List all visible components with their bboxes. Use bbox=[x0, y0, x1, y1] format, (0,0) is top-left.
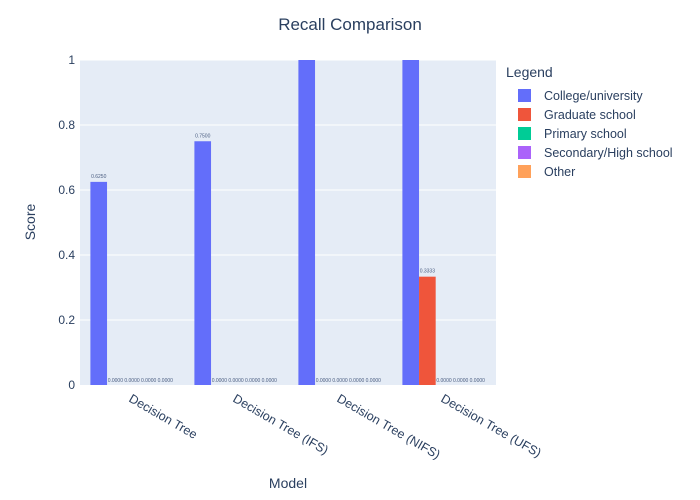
bar-value-label: 0.0000 bbox=[124, 378, 140, 384]
bar-value-label: 0.0000 bbox=[245, 378, 261, 384]
bar-value-label: 0.0000 bbox=[349, 378, 365, 384]
x-tick-label: Decision Tree (NIFS) bbox=[335, 391, 443, 461]
bar-value-label: 0.0000 bbox=[262, 378, 278, 384]
legend-label: Secondary/High school bbox=[544, 145, 673, 160]
legend-title: Legend bbox=[506, 64, 553, 80]
bar-value-label: 0.0000 bbox=[436, 378, 452, 384]
bar[interactable] bbox=[419, 276, 436, 385]
legend: Legend College/university Graduate school… bbox=[506, 64, 673, 181]
legend-item[interactable]: College/university bbox=[506, 86, 673, 105]
y-tick-label: 1 bbox=[68, 53, 75, 67]
bar-value-label: 0.0000 bbox=[228, 378, 244, 384]
y-axis-title: Score bbox=[22, 204, 38, 241]
bar[interactable] bbox=[298, 60, 316, 385]
legend-label: Graduate school bbox=[544, 107, 636, 122]
y-tick-label: 0.8 bbox=[58, 118, 75, 132]
bar-value-label: 0.0000 bbox=[212, 378, 228, 384]
y-tick-label: 0.2 bbox=[58, 313, 75, 327]
bar-value-label: 0.0000 bbox=[158, 378, 174, 384]
bar-value-label: 0.0000 bbox=[332, 378, 348, 384]
bar-value-label: 0.0000 bbox=[453, 378, 469, 384]
bar-value-label: 0.0000 bbox=[366, 378, 382, 384]
legend-swatch bbox=[518, 146, 531, 159]
legend-label: Other bbox=[544, 164, 576, 179]
legend-label: Primary school bbox=[544, 126, 627, 141]
bar-value-label: 0.3333 bbox=[420, 269, 436, 275]
x-tick-label: Decision Tree (UFS) bbox=[439, 391, 544, 460]
y-tick-label: 0 bbox=[68, 378, 75, 392]
legend-item[interactable]: Graduate school bbox=[506, 105, 673, 124]
x-tick-label: Decision Tree (IFS) bbox=[231, 391, 331, 457]
x-tick-label: Decision Tree bbox=[127, 391, 200, 441]
bar[interactable] bbox=[90, 181, 108, 385]
bar-value-label: 0.0000 bbox=[470, 378, 486, 384]
bar-value-label: 0.0000 bbox=[108, 378, 124, 384]
legend-swatch bbox=[518, 165, 531, 178]
y-tick-label: 0.6 bbox=[58, 183, 75, 197]
bar[interactable] bbox=[402, 60, 420, 385]
legend-label: College/university bbox=[544, 88, 643, 103]
legend-item[interactable]: Primary school bbox=[506, 124, 673, 143]
legend-item[interactable]: Other bbox=[506, 162, 673, 181]
legend-item[interactable]: Secondary/High school bbox=[506, 143, 673, 162]
chart-title: Recall Comparison bbox=[278, 15, 422, 34]
x-axis-title: Model bbox=[269, 475, 307, 491]
bar-value-label: 0.0000 bbox=[316, 378, 332, 384]
bar-value-label: 0.6250 bbox=[91, 174, 107, 180]
bar-value-label: 0.7500 bbox=[195, 133, 211, 139]
legend-swatch bbox=[518, 108, 531, 121]
y-tick-label: 0.4 bbox=[58, 248, 75, 262]
legend-swatch bbox=[518, 89, 531, 102]
legend-swatch bbox=[518, 127, 531, 140]
bar[interactable] bbox=[194, 141, 212, 385]
bar-value-label: 0.0000 bbox=[141, 378, 157, 384]
